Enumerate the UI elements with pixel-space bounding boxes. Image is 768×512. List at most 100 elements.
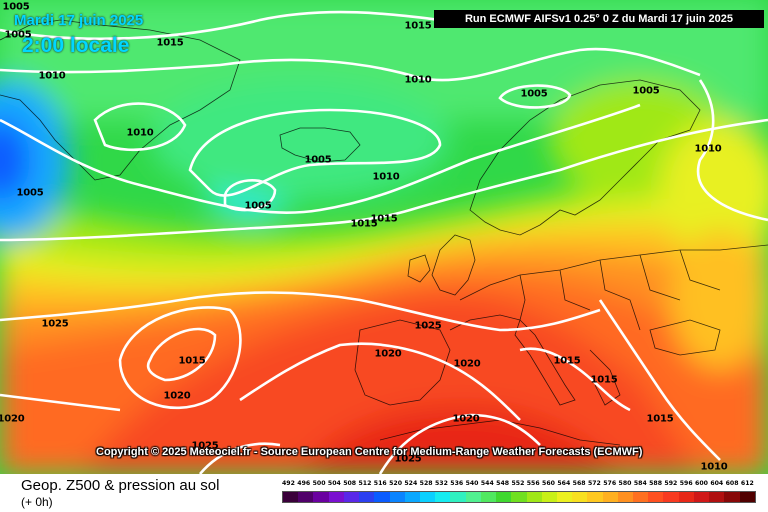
legend-tick-label: 568 (572, 480, 586, 487)
legend-tick-label: 560 (542, 480, 555, 487)
isobar-label: 1005 (304, 154, 332, 166)
isobar-label: 1010 (694, 143, 722, 155)
legend-swatch (541, 492, 557, 502)
map-title: Geop. Z500 & pression au sol (21, 477, 220, 494)
isobar-label: 1020 (374, 348, 402, 360)
legend-swatch (678, 492, 694, 502)
isobar-label: 1005 (4, 29, 32, 41)
legend-tick-label: 512 (358, 480, 372, 487)
legend-swatch (298, 492, 314, 502)
legend-tick-label: 592 (664, 480, 678, 487)
legend-tick-label: 508 (343, 480, 357, 487)
footer-bar: Geop. Z500 & pression au sol (+ 0h) 492 4… (0, 474, 768, 512)
isobar-label: 1020 (453, 358, 481, 370)
isobar-label: 1015 (404, 20, 432, 32)
legend-swatch (709, 492, 725, 502)
legend-ticks: 492 496 500 504 508 512 516 520 524 528 532 536 540 5… (282, 480, 756, 490)
legend-swatch (435, 492, 451, 502)
isobar-label: 1005 (16, 187, 44, 199)
legend-swatch (374, 492, 390, 502)
isobar-label: 1025 (41, 318, 69, 330)
legend-tick-label: 604 (710, 480, 724, 487)
legend-swatch (283, 492, 299, 502)
isobar-label: 1015 (370, 213, 398, 225)
legend-swatch (693, 492, 710, 502)
isobar-label: 1015 (590, 374, 618, 386)
legend-swatch (739, 492, 755, 502)
isobar-label: 1005 (632, 85, 660, 97)
legend-tick-label: 540 (465, 480, 479, 487)
legend-tick-label: 600 (695, 480, 708, 487)
legend-tick-label: 504 (327, 480, 341, 487)
legend-swatch (496, 492, 512, 502)
isobar-label: 1025 (414, 320, 442, 332)
isobar-label: 1005 (520, 88, 548, 100)
legend-swatch (343, 492, 360, 502)
isobar-label: 1010 (38, 70, 66, 82)
legend-tick-label: 520 (389, 480, 402, 487)
legend-swatch (419, 492, 436, 502)
legend-tick-label: 564 (557, 480, 571, 487)
legend-bar (282, 491, 756, 503)
isobar-label: 1015 (178, 355, 206, 367)
legend-tick-label: 544 (480, 480, 494, 487)
legend-tick-label: 572 (587, 480, 601, 487)
legend-tick-label: 536 (450, 480, 464, 487)
legend-swatch (602, 492, 618, 502)
isobar-label: 1005 (244, 200, 272, 212)
isobar-label: 1020 (452, 413, 480, 425)
map-canvas (0, 0, 768, 474)
model-run-label: Run ECMWF AIFSv1 0.25° 0 Z du Mardi 17 j… (434, 10, 764, 28)
isobar-label: 1025 (191, 440, 219, 452)
legend-swatch (359, 492, 375, 502)
legend-tick-label: 548 (496, 480, 510, 487)
legend-swatch (648, 492, 664, 502)
legend-tick-label: 588 (649, 480, 663, 487)
legend-tick-label: 496 (297, 480, 311, 487)
isobar-label: 1020 (0, 413, 25, 425)
isobar-label: 1005 (2, 1, 30, 13)
legend-tick-label: 524 (404, 480, 418, 487)
isobar-label: 1025 (394, 453, 422, 465)
isobar-label: 1020 (163, 390, 191, 402)
legend-tick-label: 556 (526, 480, 540, 487)
legend-tick-label: 580 (618, 480, 632, 487)
legend-swatch (389, 492, 405, 502)
legend-swatch (480, 492, 497, 502)
legend-swatch (328, 492, 344, 502)
isobar-label: 1010 (700, 461, 728, 473)
isobar-label: 1015 (553, 355, 581, 367)
weather-map: 1005 1005 1015 1015 1010 1010 1005 1005 … (0, 0, 768, 474)
isobar-label: 1010 (126, 127, 154, 139)
isobar-label: 1015 (646, 413, 674, 425)
local-time-label: 2:00 locale (22, 34, 130, 57)
legend-swatch (465, 492, 481, 502)
legend-swatch (526, 492, 542, 502)
legend-swatch (724, 492, 740, 502)
legend-swatch (511, 492, 527, 502)
legend-tick-label: 584 (633, 480, 647, 487)
legend-tick-label: 492 (282, 480, 295, 487)
isobar-lines (0, 10, 768, 474)
legend-tick-label: 528 (419, 480, 433, 487)
legend-tick-label: 516 (373, 480, 387, 487)
legend-swatch (617, 492, 634, 502)
isobar-label: 1015 (156, 37, 184, 49)
isobar-label: 1010 (404, 74, 432, 86)
forecast-offset: (+ 0h) (21, 495, 53, 509)
legend-swatch (633, 492, 649, 502)
legend-tick-label: 500 (312, 480, 326, 487)
legend-swatch (404, 492, 420, 502)
isobar-label: 1015 (350, 218, 378, 230)
legend-swatch (450, 492, 466, 502)
legend-swatch (587, 492, 603, 502)
legend-swatch (313, 492, 329, 502)
legend-swatch (572, 492, 588, 502)
date-label: Mardi 17 juin 2025 (14, 12, 144, 29)
legend-swatch (663, 492, 679, 502)
legend-swatch (556, 492, 573, 502)
legend-tick-label: 552 (511, 480, 525, 487)
color-legend: 492 496 500 504 508 512 516 520 524 528 532 536 540 5… (282, 480, 756, 504)
isobar-label: 1010 (372, 171, 400, 183)
legend-tick-label: 612 (740, 480, 754, 487)
